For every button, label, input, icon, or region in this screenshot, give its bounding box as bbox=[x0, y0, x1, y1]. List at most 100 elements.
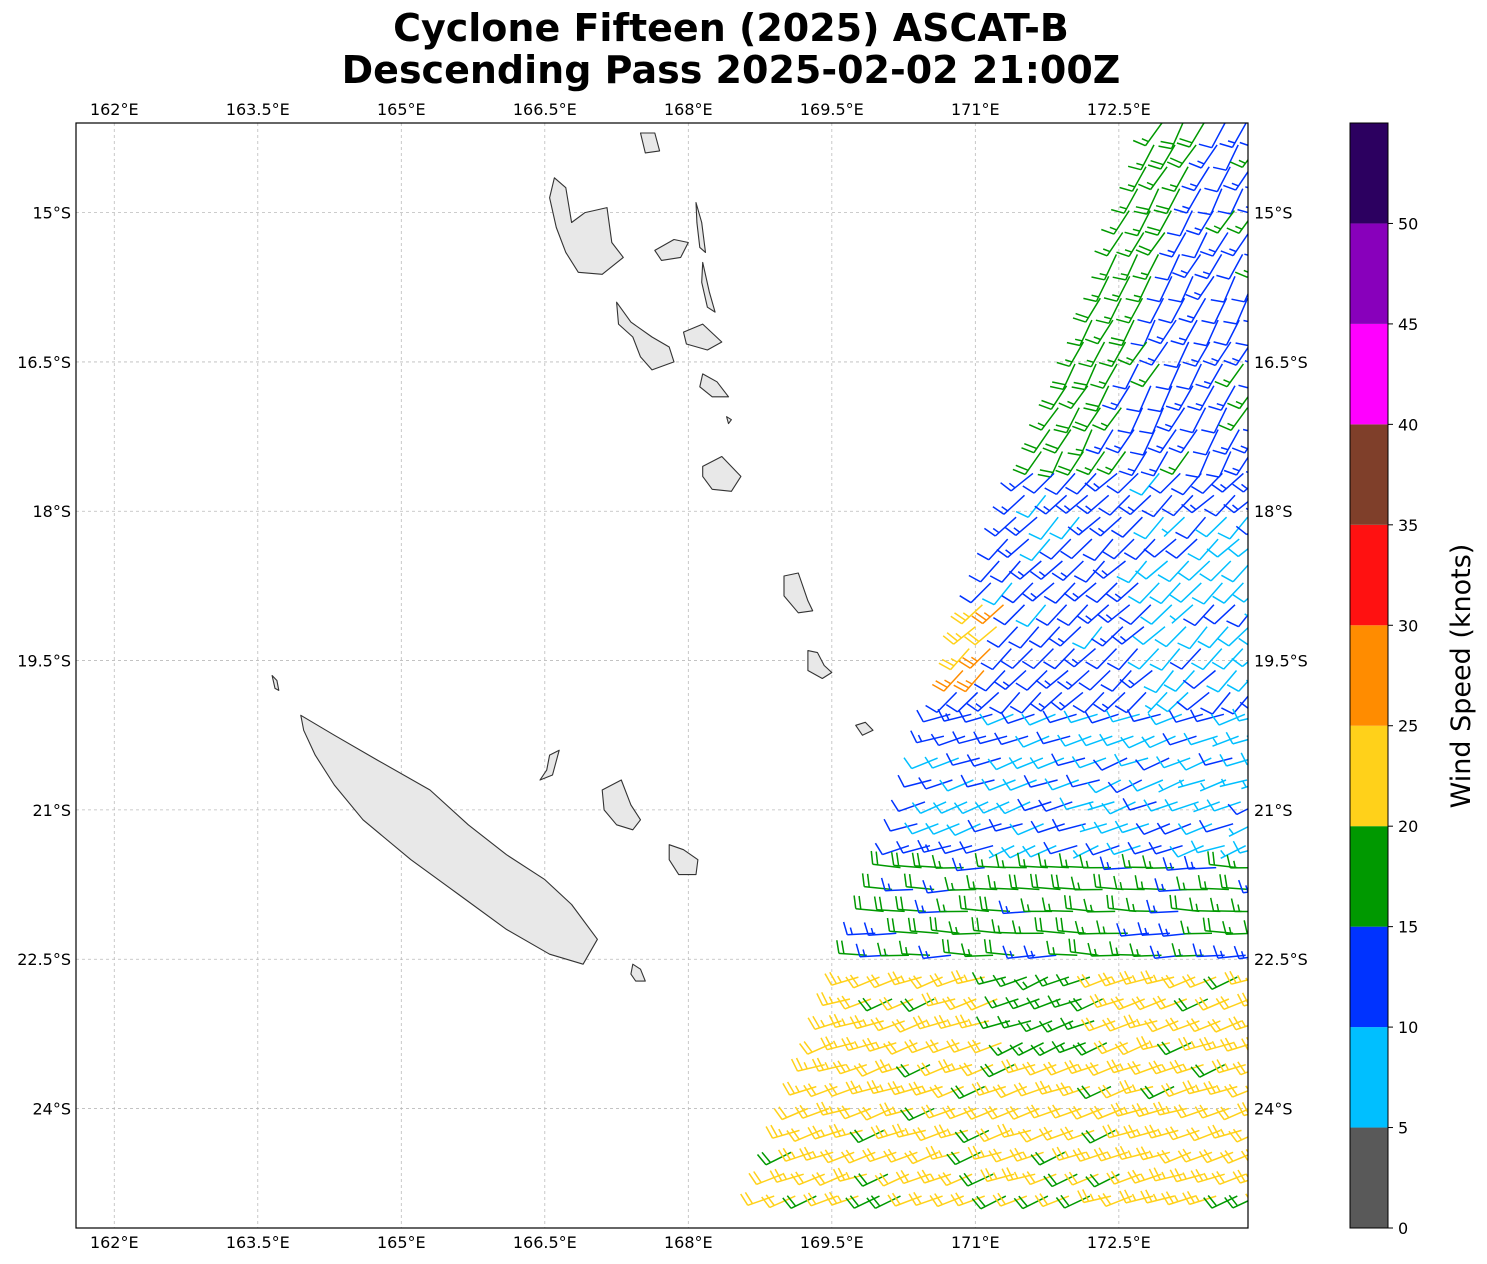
wind-barb bbox=[997, 1123, 1032, 1138]
wind-barb bbox=[1255, 320, 1281, 345]
wind-barb bbox=[1083, 898, 1116, 913]
wind-barb bbox=[1226, 219, 1248, 234]
wind-barb bbox=[1072, 626, 1103, 650]
wind-barb bbox=[950, 1192, 985, 1207]
wind-barb bbox=[1219, 874, 1248, 891]
wind-barb bbox=[1083, 385, 1110, 412]
wind-barb bbox=[1264, 233, 1291, 257]
wind-barb bbox=[911, 801, 947, 814]
wind-barb bbox=[1147, 319, 1177, 345]
wind-barb bbox=[1147, 144, 1176, 170]
wind-barb bbox=[1051, 1040, 1086, 1054]
wind-barb bbox=[1097, 972, 1133, 987]
wind-barb bbox=[836, 1105, 872, 1120]
wind-barb bbox=[798, 1041, 834, 1055]
wind-barb bbox=[1063, 895, 1095, 913]
wind-barb bbox=[1112, 363, 1139, 390]
lat-tick-right: 15°S bbox=[1254, 204, 1293, 223]
wind-barb bbox=[1106, 472, 1139, 494]
wind-barb bbox=[1215, 1106, 1248, 1121]
lon-tick-top: 169.5°E bbox=[800, 100, 864, 119]
wind-barb bbox=[1185, 451, 1211, 478]
island-lifou bbox=[601, 779, 642, 831]
wind-barb bbox=[1253, 430, 1281, 453]
colorbar-tick-label: 35 bbox=[1398, 516, 1418, 535]
colorbar-tick-label: 50 bbox=[1398, 214, 1418, 233]
wind-barb bbox=[995, 854, 1027, 869]
wind-barb bbox=[1106, 842, 1141, 856]
wind-barb bbox=[958, 1172, 994, 1187]
wind-barb bbox=[1068, 938, 1099, 956]
wind-barb bbox=[953, 670, 985, 693]
wind-barb bbox=[1194, 254, 1223, 280]
colorbar-tick-label: 45 bbox=[1398, 315, 1418, 334]
wind-barb bbox=[1114, 691, 1147, 714]
colorbar-segment bbox=[1350, 424, 1388, 525]
wind-barb bbox=[1188, 144, 1218, 169]
wind-barb bbox=[1142, 855, 1175, 870]
wind-barb bbox=[1038, 799, 1073, 812]
wind-barb bbox=[1155, 363, 1181, 391]
wind-barb bbox=[1129, 472, 1160, 496]
wind-barb bbox=[903, 873, 935, 891]
wind-barb bbox=[925, 691, 958, 714]
colorbar: 0 5 10 15 20 25 30 35 40 45 50 bbox=[1349, 122, 1418, 1238]
wind-barb bbox=[824, 1082, 859, 1097]
wind-barb bbox=[1244, 613, 1248, 618]
wind-barb bbox=[1119, 166, 1147, 192]
axis-ticks: 162°E 162°E 163.5°E 163.5°E 165°E 165°E 166.5°… bbox=[17, 100, 1308, 1252]
wind-barb bbox=[1064, 1171, 1099, 1186]
wind-barb bbox=[908, 1081, 943, 1096]
wind-barb bbox=[1192, 429, 1219, 456]
wind-barb bbox=[1049, 363, 1076, 391]
wind-barb bbox=[1244, 359, 1248, 363]
wind-barb bbox=[945, 753, 980, 766]
wind-barb bbox=[1118, 494, 1152, 516]
wind-barb bbox=[1263, 561, 1294, 581]
wind-barb bbox=[992, 974, 1028, 988]
wind-barb bbox=[1249, 854, 1280, 868]
wind-barb-layer bbox=[740, 123, 1296, 1210]
wind-barb bbox=[1166, 144, 1197, 169]
wind-barb bbox=[1253, 714, 1287, 725]
wind-barb bbox=[945, 691, 979, 713]
wind-barb bbox=[883, 818, 918, 832]
wind-barb bbox=[761, 1194, 796, 1209]
wind-barb bbox=[1200, 691, 1231, 715]
wind-barb bbox=[740, 1192, 775, 1207]
wind-barb bbox=[1008, 874, 1040, 891]
wind-barb bbox=[1000, 472, 1034, 492]
wind-barb bbox=[966, 691, 1000, 712]
wind-barb bbox=[1141, 494, 1173, 518]
wind-barb bbox=[1149, 582, 1181, 605]
wind-barb bbox=[1169, 845, 1204, 858]
wind-barb bbox=[1160, 1082, 1196, 1098]
colorbar-tick-label: 40 bbox=[1398, 415, 1418, 434]
wind-barb bbox=[1235, 525, 1248, 536]
wind-barb bbox=[1183, 855, 1217, 870]
wind-barb bbox=[1047, 995, 1082, 1008]
wind-barb bbox=[1008, 626, 1040, 649]
wind-barb bbox=[986, 626, 1019, 648]
wind-barb bbox=[1053, 407, 1080, 434]
wind-barb bbox=[916, 709, 951, 723]
wind-barb bbox=[1127, 1169, 1162, 1184]
wind-barb bbox=[1009, 823, 1044, 836]
wind-barb bbox=[1199, 779, 1227, 792]
wind-barb bbox=[1262, 758, 1296, 769]
wind-barb bbox=[1101, 210, 1130, 235]
wind-barb bbox=[1114, 820, 1150, 834]
wind-barb bbox=[1213, 319, 1240, 346]
wind-barb bbox=[1009, 1042, 1044, 1056]
wind-barb bbox=[1198, 1149, 1234, 1164]
wind-barb bbox=[1245, 1085, 1248, 1091]
wind-barb bbox=[1067, 429, 1093, 457]
wind-barb bbox=[876, 942, 909, 957]
wind-barb bbox=[1106, 648, 1139, 671]
wind-barb bbox=[1198, 819, 1234, 833]
wind-barb bbox=[1055, 451, 1085, 476]
wind-barb bbox=[1181, 166, 1210, 192]
wind-barb bbox=[1137, 922, 1170, 936]
wind-barb bbox=[925, 822, 960, 835]
wind-barb bbox=[1113, 875, 1145, 891]
